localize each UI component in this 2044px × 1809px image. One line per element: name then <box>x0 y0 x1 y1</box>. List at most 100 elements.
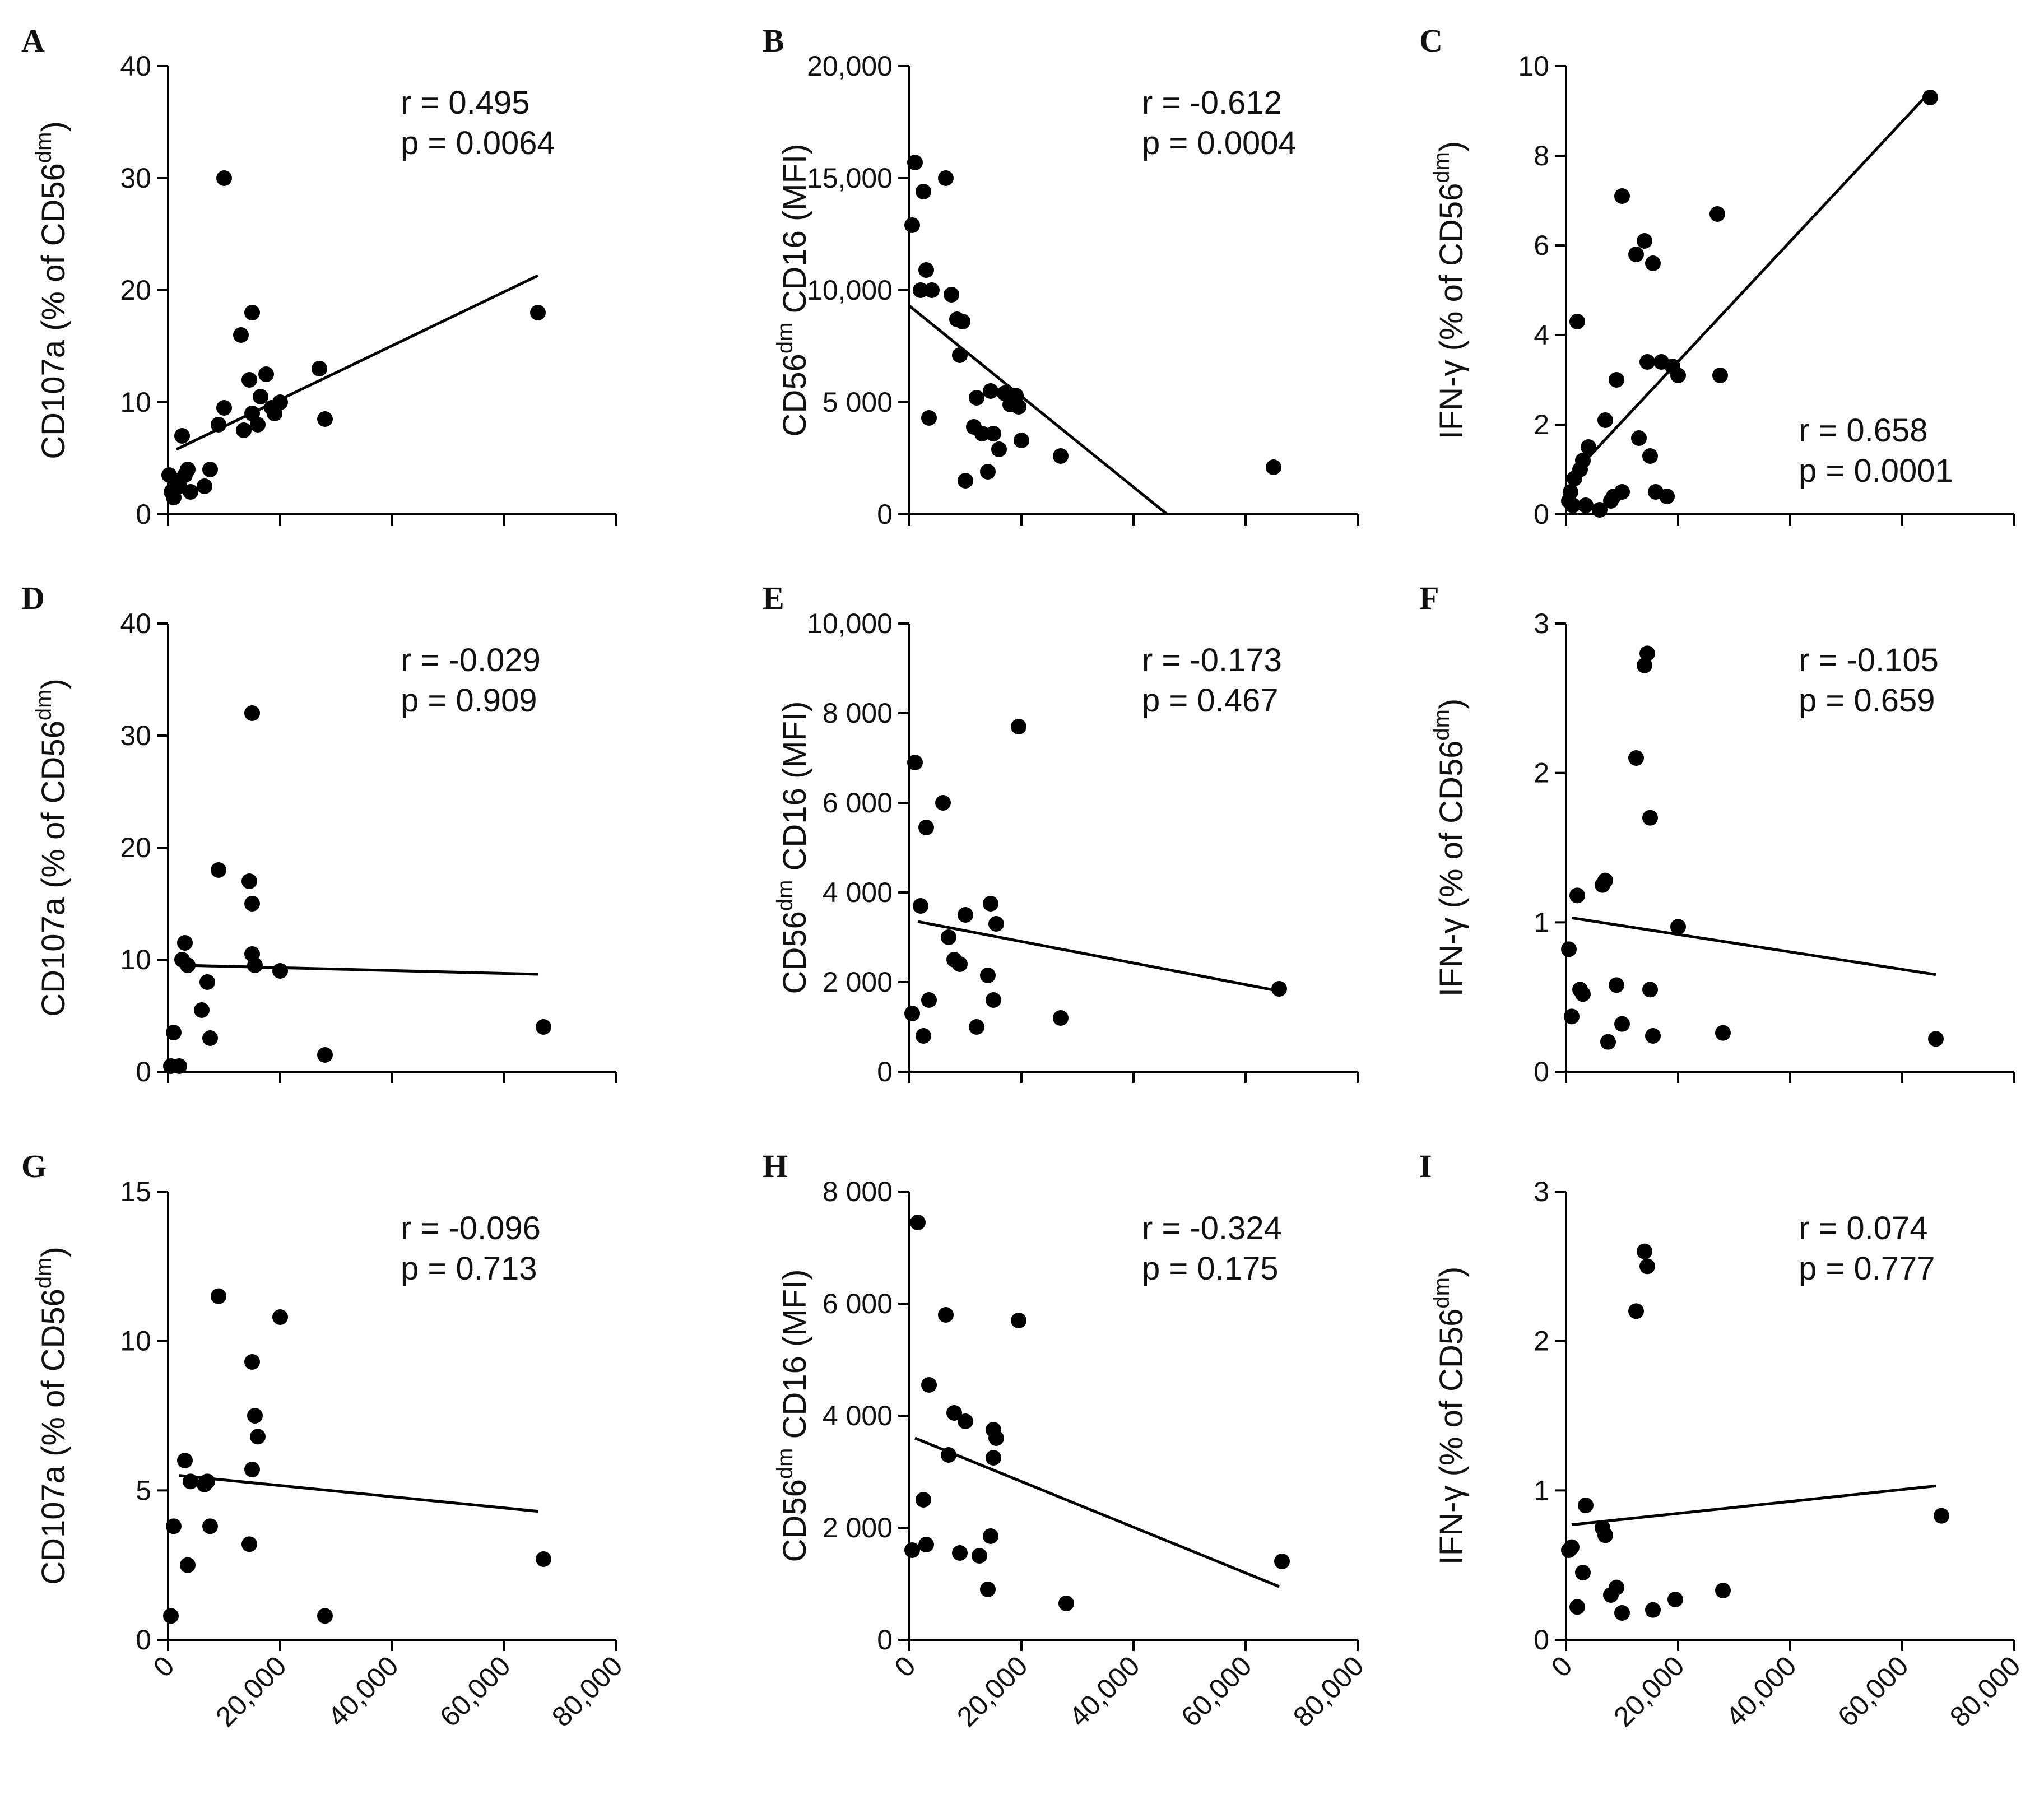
y-axis-label-end: ) <box>35 678 72 689</box>
data-point <box>958 907 973 923</box>
data-point <box>211 1288 226 1304</box>
y-tick-label: 15 <box>120 1176 151 1207</box>
regression-line <box>908 305 1168 515</box>
panel-letter: F <box>1419 580 1439 616</box>
y-axis-label-main: IFN-γ (% of CD56 <box>1433 183 1470 440</box>
y-axis-label: CD107a (% of CD56dm) <box>31 121 72 459</box>
data-point <box>1266 459 1281 475</box>
data-point <box>216 170 232 186</box>
data-point <box>250 417 266 433</box>
y-tick-label: 0 <box>1534 1624 1549 1655</box>
x-tick-label: 80,000 <box>546 1650 629 1733</box>
x-tick-label: 80,000 <box>1944 1650 2027 1733</box>
data-point <box>272 1309 288 1325</box>
data-point <box>1715 1025 1731 1041</box>
y-tick-label: 0 <box>136 1624 151 1655</box>
y-axis-label-main: IFN-γ (% of CD56 <box>1433 1309 1470 1565</box>
y-tick-label: 15,000 <box>807 162 893 194</box>
data-point <box>180 1557 196 1573</box>
data-point <box>1053 448 1069 464</box>
y-tick-label: 20 <box>120 275 151 306</box>
data-point <box>1639 645 1655 662</box>
data-point <box>921 992 937 1008</box>
panel-letter: C <box>1419 22 1443 59</box>
data-point <box>1628 247 1644 262</box>
data-point <box>258 366 274 382</box>
data-point <box>1645 255 1661 271</box>
y-axis-label-end: ) <box>35 121 72 132</box>
data-point <box>253 389 268 404</box>
data-point <box>1569 314 1585 329</box>
stat-p: p = 0.467 <box>1142 682 1279 719</box>
y-tick-label: 4 <box>1534 319 1549 351</box>
y-axis-label-main: IFN-γ (% of CD56 <box>1433 741 1470 997</box>
panel-letter: I <box>1419 1148 1432 1184</box>
data-point <box>1597 412 1613 428</box>
panel-c: C 0 2 4 6 8 10 IFN-γ (% of CD56dm) r = 0.658 p = … <box>1419 22 2015 530</box>
stat-r: r = -0.105 <box>1799 642 1939 678</box>
data-point <box>983 896 998 912</box>
panel-a: A 0 10 20 30 40 CD107a (% of CD56dm) r = 0.495 p… <box>21 22 617 530</box>
data-point <box>1563 484 1578 500</box>
x-tick-label: 20,000 <box>210 1650 292 1733</box>
data-point <box>910 1215 926 1230</box>
y-tick-label: 0 <box>877 499 893 530</box>
x-tick-label: 60,000 <box>434 1650 517 1733</box>
stat-p: p = 0.0064 <box>401 125 555 161</box>
y-tick-label: 6 000 <box>823 1288 893 1319</box>
data-point <box>1631 430 1647 446</box>
regression-line <box>1571 1484 1936 1527</box>
data-point <box>918 820 934 835</box>
data-point <box>241 873 257 889</box>
data-point <box>202 462 218 477</box>
stat-r: r = -0.029 <box>401 642 541 678</box>
y-axis-label-sup: dm <box>31 690 56 721</box>
panel-h: H 0 2 000 4 000 6 000 8 000 0 20,000 40,000 60,00… <box>763 1148 1370 1733</box>
data-point <box>986 426 1001 441</box>
x-tick-label: 60,000 <box>1175 1650 1258 1733</box>
data-point <box>986 1450 1001 1466</box>
y-tick-label: 10 <box>120 387 151 418</box>
y-axis-label-main: CD107a (% of CD56 <box>35 1289 72 1585</box>
data-point <box>1715 1583 1731 1598</box>
y-tick-label: 5 <box>136 1475 151 1506</box>
data-point <box>1578 1498 1594 1513</box>
data-point <box>317 1608 333 1624</box>
y-axis-label: IFN-γ (% of CD56dm) <box>1429 699 1470 997</box>
y-axis-label: IFN-γ (% of CD56dm) <box>1429 141 1470 440</box>
data-point <box>244 1354 260 1370</box>
y-tick-label: 0 <box>136 1056 151 1087</box>
y-axis-label-end: ) <box>1433 1267 1470 1277</box>
data-point <box>916 1492 931 1508</box>
data-point <box>1600 1034 1616 1050</box>
data-point <box>202 1518 218 1534</box>
x-tick-label: 20,000 <box>951 1650 1034 1733</box>
y-tick-label: 1 <box>1534 906 1549 938</box>
y-tick-label: 3 <box>1534 608 1549 639</box>
panel-letter: B <box>763 22 784 59</box>
panel-letter: D <box>21 580 45 616</box>
data-point <box>907 755 923 770</box>
panel-f: F 0 1 2 3 IFN-γ (% of CD56dm) r = -0.105 p = 0.… <box>1419 580 2015 1087</box>
regression-line <box>917 920 1280 993</box>
data-point <box>935 795 951 811</box>
data-point <box>194 1002 210 1018</box>
data-point <box>955 314 970 329</box>
stat-r: r = -0.173 <box>1142 642 1282 678</box>
data-point <box>918 262 934 278</box>
x-tick-label: 40,000 <box>1720 1650 1803 1733</box>
stat-p: p = 0.777 <box>1799 1250 1935 1287</box>
data-point <box>1709 206 1725 222</box>
y-axis-label-end: CD16 (MFI) <box>777 701 813 880</box>
panel-g: G 0 5 10 15 0 20,000 40,000 60,000 80,000 CD107a (… <box>21 1148 629 1733</box>
data-point <box>1565 497 1581 513</box>
data-point <box>1637 657 1652 673</box>
y-tick-label: 20,000 <box>807 50 893 82</box>
regression-line <box>179 1474 538 1513</box>
y-axis-label-sup: dm <box>773 1448 797 1480</box>
panel-letter: E <box>763 580 784 616</box>
x-tick-label: 0 <box>147 1650 180 1683</box>
data-point <box>980 464 996 480</box>
y-tick-label: 30 <box>120 720 151 751</box>
data-point <box>241 372 257 388</box>
